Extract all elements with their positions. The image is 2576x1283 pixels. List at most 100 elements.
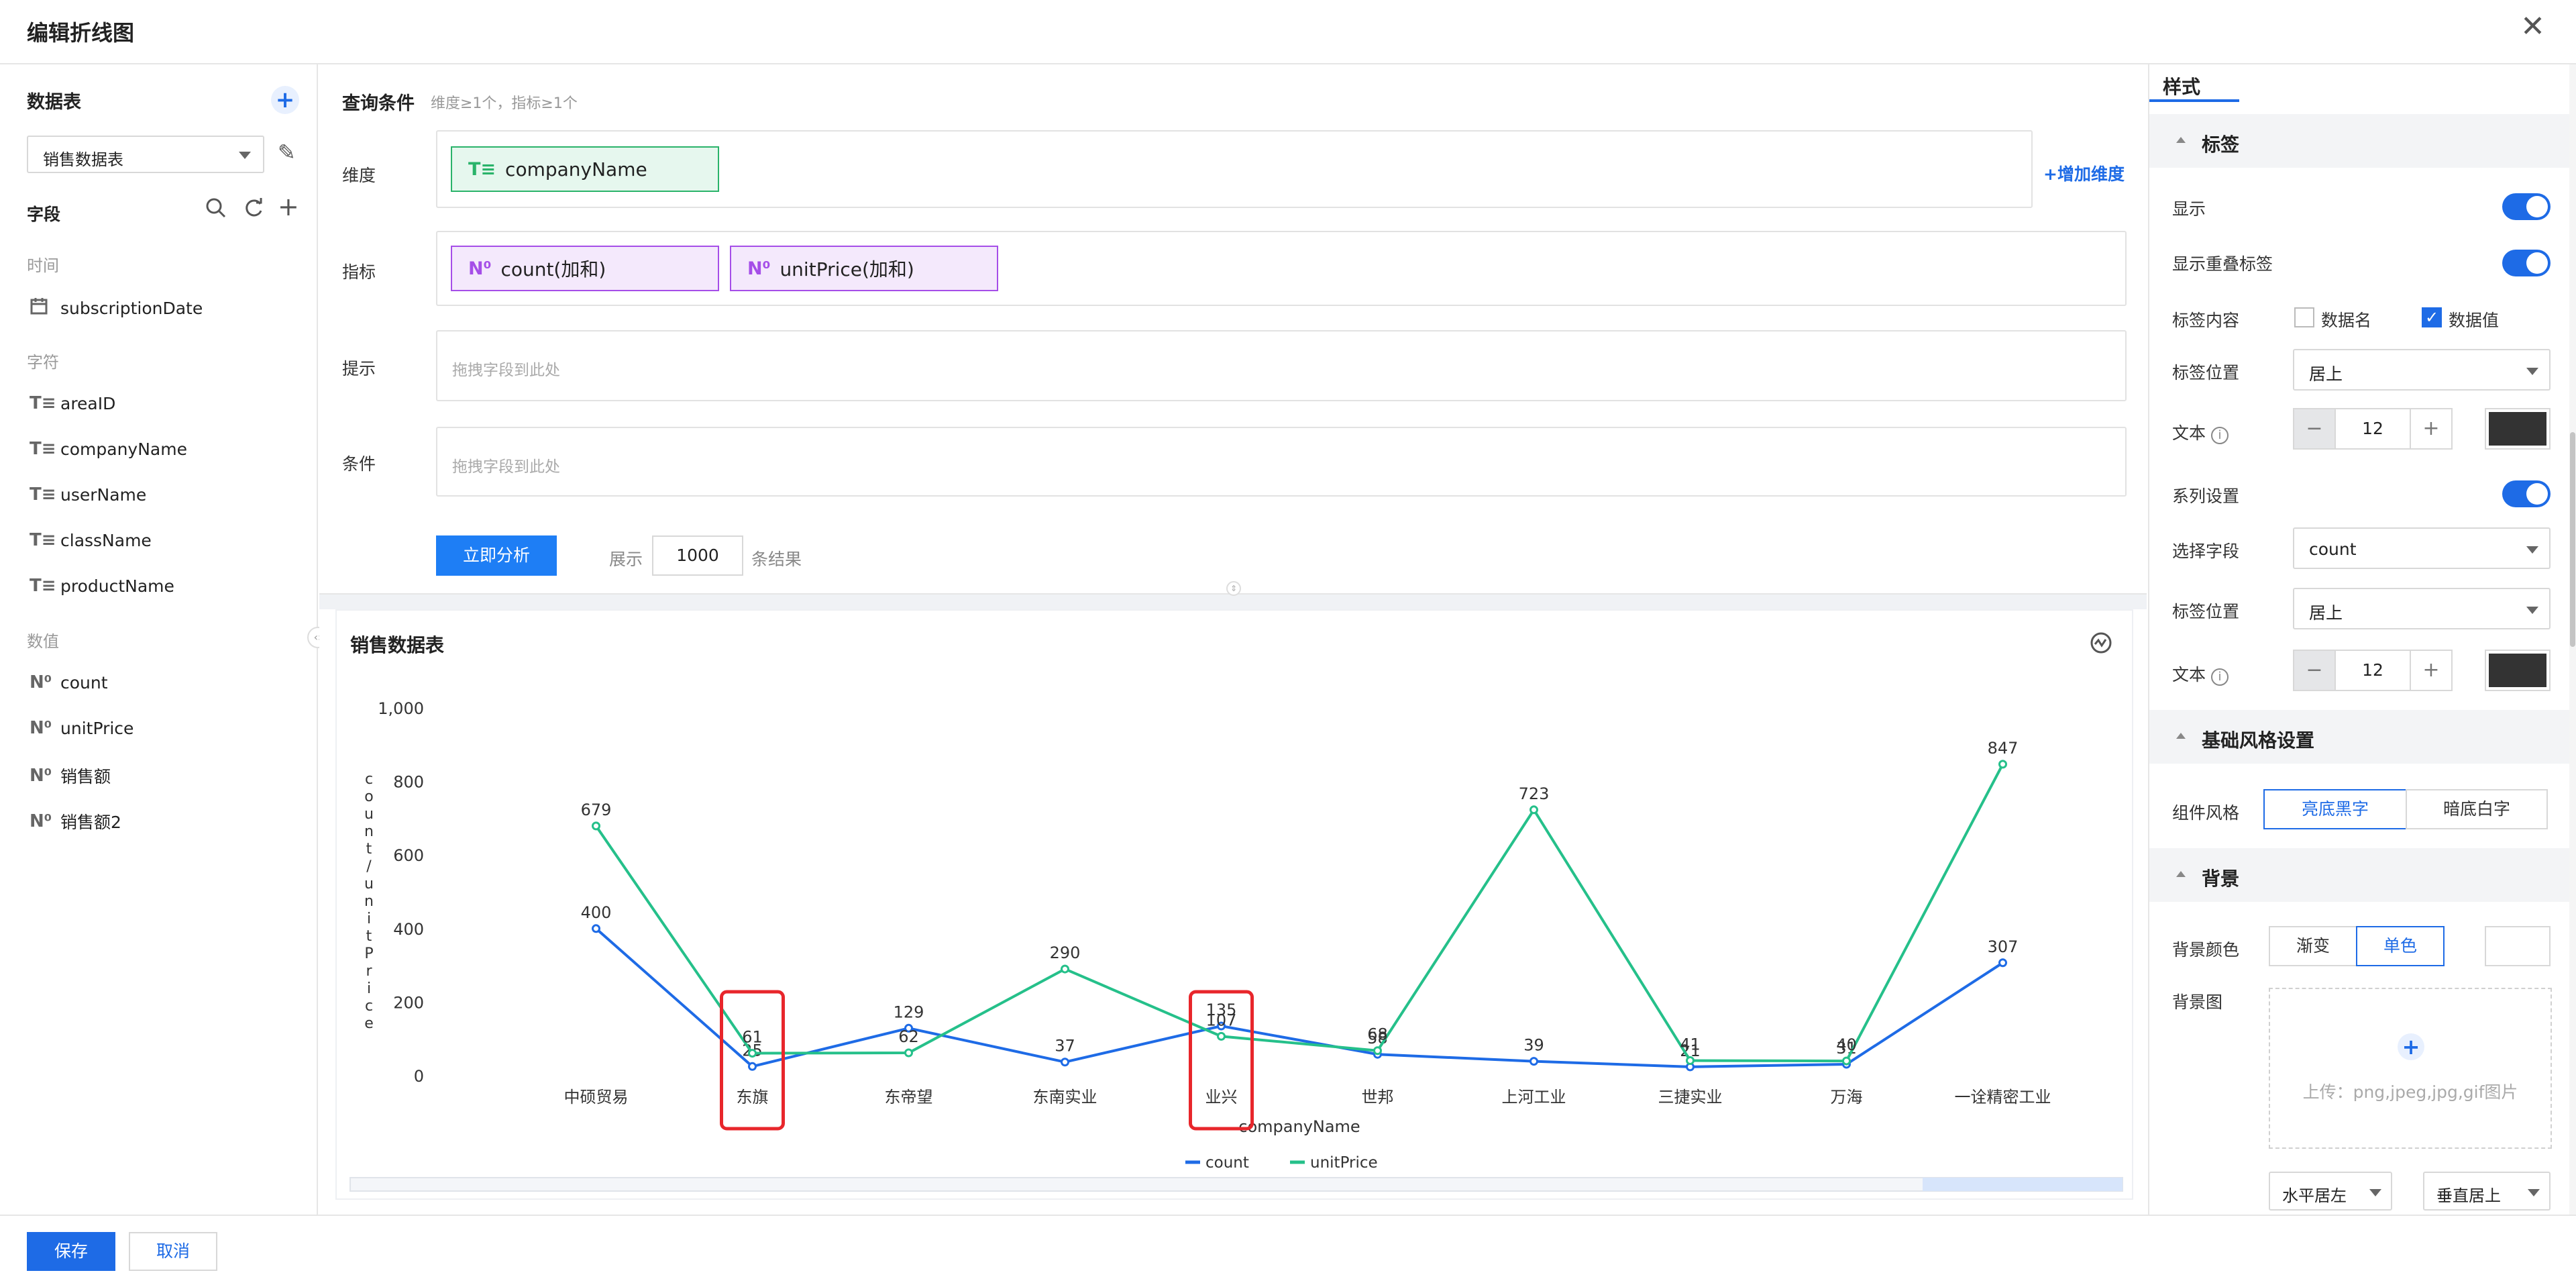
collapse-icon bbox=[2176, 733, 2186, 739]
y-axis-label-char: u bbox=[364, 806, 374, 823]
increase-icon[interactable]: + bbox=[2422, 658, 2440, 682]
label-content-label: 标签内容 bbox=[2172, 311, 2240, 330]
text-field-icon: T≡ bbox=[30, 576, 56, 596]
show-toggle[interactable] bbox=[2502, 193, 2551, 220]
x-tick-label: 上河工业 bbox=[1502, 1088, 1566, 1107]
font-size-value[interactable]: 12 bbox=[2334, 409, 2411, 448]
bg-image-upload[interactable]: + 上传：png,jpeg,jpg,gif图片 bbox=[2269, 988, 2552, 1149]
label-position2-select[interactable]: 居上 bbox=[2293, 588, 2551, 629]
h-align-value: 水平居左 bbox=[2282, 1186, 2347, 1205]
datasource-select[interactable]: 销售数据表 bbox=[27, 136, 264, 173]
text2-label: 文本 i bbox=[2172, 662, 2229, 686]
field-item[interactable]: N⁰ 销售额 bbox=[30, 764, 111, 788]
datasource-title: 数据表 bbox=[27, 92, 81, 113]
font-size-stepper[interactable]: − 12 + bbox=[2293, 408, 2453, 450]
field-name: count bbox=[60, 672, 108, 692]
text-color-swatch[interactable] bbox=[2485, 408, 2551, 450]
field-item[interactable]: T≡ areaID bbox=[30, 393, 115, 413]
add-datasource-icon[interactable]: + bbox=[271, 86, 299, 114]
field-name: unitPrice bbox=[60, 718, 134, 738]
field-item[interactable]: T≡ className bbox=[30, 530, 152, 550]
field-item[interactable]: N⁰ 销售额2 bbox=[30, 809, 121, 833]
y-axis-label-char: n bbox=[364, 893, 374, 910]
field-item[interactable]: N⁰ unitPrice bbox=[30, 718, 133, 738]
refresh-icon[interactable] bbox=[241, 196, 266, 220]
base-section-header[interactable]: 基础风格设置 bbox=[2149, 710, 2575, 764]
field-item[interactable]: T≡ userName bbox=[30, 484, 146, 505]
chevron-down-icon bbox=[239, 152, 251, 159]
dimension-dropzone[interactable]: T≡ companyName bbox=[436, 130, 2033, 208]
y-tick-label: 200 bbox=[393, 993, 424, 1012]
number-field-icon: N⁰ bbox=[30, 718, 52, 738]
dimension-chip[interactable]: T≡ companyName bbox=[451, 146, 719, 192]
scrollbar-thumb[interactable] bbox=[2570, 432, 2575, 647]
metric-chip[interactable]: N⁰ unitPrice(加和) bbox=[730, 246, 998, 291]
bg-gradient-option[interactable]: 渐变 bbox=[2269, 926, 2357, 966]
y-tick-label: 800 bbox=[393, 773, 424, 792]
select-field-select[interactable]: count bbox=[2293, 527, 2551, 569]
chart-settings-icon[interactable] bbox=[2089, 631, 2113, 655]
series-setting-toggle[interactable] bbox=[2502, 480, 2551, 507]
number-field-icon: N⁰ bbox=[30, 811, 52, 831]
save-button[interactable]: 保存 bbox=[27, 1232, 115, 1271]
y-axis-label-char: / bbox=[366, 858, 372, 875]
label-section-header[interactable]: 标签 bbox=[2149, 114, 2575, 168]
text2-color-swatch[interactable] bbox=[2485, 650, 2551, 691]
cancel-button[interactable]: 取消 bbox=[129, 1232, 217, 1271]
bg-color-swatch[interactable] bbox=[2485, 926, 2551, 966]
splitter-handle-icon[interactable]: ⇕ bbox=[1226, 581, 1241, 596]
font-size2-value[interactable]: 12 bbox=[2334, 651, 2411, 690]
label-position-select[interactable]: 居上 bbox=[2293, 349, 2551, 391]
y-axis-label-char: u bbox=[364, 876, 374, 892]
font-size2-stepper[interactable]: − 12 + bbox=[2293, 650, 2453, 691]
h-align-select[interactable]: 水平居左 bbox=[2269, 1172, 2392, 1211]
series-line-unitPrice bbox=[594, 763, 2004, 1063]
field-item[interactable]: subscriptionDate bbox=[30, 297, 203, 320]
increase-icon[interactable]: + bbox=[2422, 417, 2440, 440]
data-label: 37 bbox=[1055, 1037, 1075, 1056]
result-label: 条结果 bbox=[751, 550, 802, 569]
data-name-checkbox[interactable] bbox=[2294, 307, 2314, 327]
field-name: 销售额 bbox=[60, 767, 111, 786]
data-point bbox=[1998, 958, 2007, 968]
field-item[interactable]: T≡ companyName bbox=[30, 439, 187, 459]
x-tick-label: 中硕贸易 bbox=[564, 1088, 629, 1107]
field-item[interactable]: N⁰ count bbox=[30, 672, 108, 692]
show-overlap-label: 显示重叠标签 bbox=[2172, 254, 2273, 274]
style-dark-option[interactable]: 暗底白字 bbox=[2406, 789, 2548, 829]
scrollbar[interactable] bbox=[2569, 64, 2576, 1215]
field-name: userName bbox=[60, 484, 147, 505]
style-light-option[interactable]: 亮底黑字 bbox=[2263, 789, 2407, 829]
data-label: 62 bbox=[898, 1027, 919, 1046]
tip-label: 提示 bbox=[342, 359, 376, 378]
line-chart: 02004006008001,000count/unitPrice中硕贸易 东旗东… bbox=[350, 699, 2123, 1192]
collapse-icon bbox=[2176, 137, 2186, 143]
analyze-button[interactable]: 立即分析 bbox=[436, 535, 557, 576]
legend-item: unitPrice bbox=[1310, 1154, 1378, 1172]
decrease-icon[interactable]: − bbox=[2294, 409, 2334, 448]
field-item[interactable]: T≡ productName bbox=[30, 576, 174, 596]
result-limit-input[interactable]: 1000 bbox=[652, 535, 743, 576]
close-icon[interactable]: ✕ bbox=[2520, 9, 2545, 44]
condition-dropzone[interactable]: 拖拽字段到此处 bbox=[436, 427, 2127, 497]
search-icon[interactable] bbox=[204, 196, 228, 220]
show-overlap-toggle[interactable] bbox=[2502, 250, 2551, 276]
data-value-option: 数据值 bbox=[2449, 311, 2500, 330]
y-axis-label-char: t bbox=[366, 928, 372, 945]
add-dimension-link[interactable]: +增加维度 bbox=[2043, 161, 2125, 185]
metric-dropzone[interactable]: N⁰ count(加和) N⁰ unitPrice(加和) bbox=[436, 231, 2127, 306]
bg-color-label: 背景颜色 bbox=[2172, 940, 2240, 960]
add-field-icon[interactable]: + bbox=[278, 192, 299, 221]
calendar-icon bbox=[30, 297, 54, 320]
v-align-select[interactable]: 垂直居上 bbox=[2423, 1172, 2551, 1211]
text-field-icon: T≡ bbox=[30, 439, 56, 459]
data-value-checkbox[interactable]: ✓ bbox=[2422, 307, 2442, 327]
label-position-value: 居上 bbox=[2309, 364, 2343, 384]
tip-dropzone[interactable]: 拖拽字段到此处 bbox=[436, 330, 2127, 401]
metric-chip[interactable]: N⁰ count(加和) bbox=[451, 246, 719, 291]
edit-icon[interactable]: ✎ bbox=[278, 140, 296, 165]
tab-style[interactable]: 样式 bbox=[2163, 76, 2201, 98]
bg-solid-option[interactable]: 单色 bbox=[2356, 926, 2445, 966]
bg-section-header[interactable]: 背景 bbox=[2149, 848, 2575, 902]
decrease-icon[interactable]: − bbox=[2294, 651, 2334, 690]
